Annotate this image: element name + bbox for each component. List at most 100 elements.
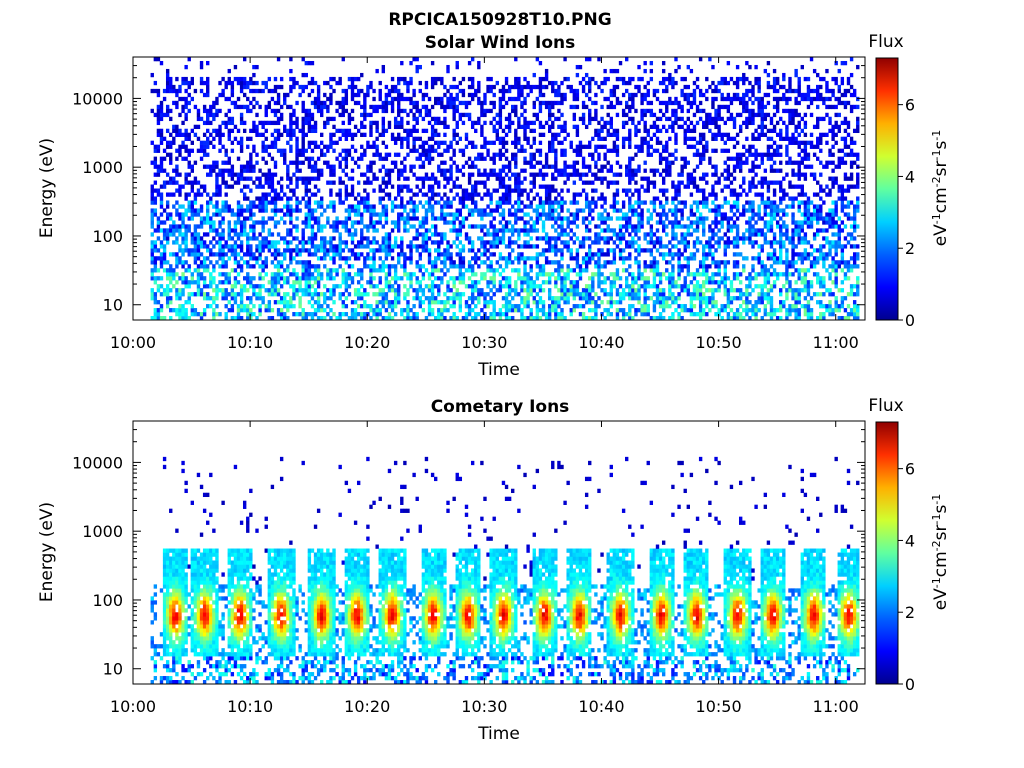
- heatmap-cell: [625, 164, 629, 169]
- heatmap-cell: [569, 88, 573, 94]
- heatmap-cell: [341, 300, 345, 305]
- heatmap-cell: [206, 128, 210, 134]
- heatmap-cell: [381, 244, 386, 249]
- heatmap-cell: [156, 132, 161, 137]
- heatmap-cell: [452, 76, 456, 82]
- heatmap-cell: [264, 260, 268, 265]
- heatmap-cell: [267, 288, 272, 293]
- heatmap-cell: [458, 296, 463, 301]
- heatmap-cell: [544, 72, 549, 78]
- heatmap-cell: [637, 268, 641, 273]
- heatmap-cell: [267, 216, 272, 221]
- heatmap-cell: [498, 200, 503, 205]
- heatmap-cell: [375, 128, 379, 134]
- heatmap-cell: [412, 200, 416, 205]
- heatmap-cell: [480, 128, 484, 134]
- heatmap-cell: [461, 188, 466, 193]
- heatmap-cell: [249, 248, 253, 253]
- heatmap-cell: [572, 112, 577, 118]
- heatmap-cell: [215, 312, 219, 317]
- heatmap-cell: [178, 216, 182, 221]
- heatmap-cell: [397, 152, 401, 157]
- heatmap-cell: [242, 57, 247, 62]
- heatmap-cell: [415, 136, 419, 141]
- heatmap-cell: [498, 112, 503, 118]
- heatmap-cell: [464, 192, 469, 197]
- heatmap-cell: [344, 216, 349, 221]
- heatmap-cell: [455, 140, 459, 145]
- heatmap-cell: [332, 164, 336, 169]
- heatmap-cell: [449, 188, 453, 193]
- heatmap-cell: [369, 132, 373, 137]
- heatmap-cell: [507, 276, 512, 281]
- heatmap-cell: [437, 276, 441, 281]
- heatmap-cell: [369, 128, 373, 134]
- heatmap-cell: [150, 224, 154, 229]
- heatmap-cell: [267, 172, 272, 177]
- heatmap-cell: [520, 104, 524, 110]
- heatmap-cell: [184, 88, 188, 94]
- heatmap-cell: [329, 292, 333, 297]
- heatmap-cell: [393, 164, 398, 169]
- heatmap-cell: [202, 108, 207, 114]
- heatmap-cell: [242, 224, 247, 229]
- heatmap-cell: [190, 252, 194, 257]
- heatmap-cell: [313, 100, 318, 106]
- heatmap-cell: [649, 232, 654, 237]
- heatmap-cell: [615, 76, 620, 82]
- heatmap-cell: [353, 228, 358, 233]
- heatmap-cell: [159, 308, 164, 313]
- heatmap-cell: [172, 252, 176, 257]
- heatmap-cell: [658, 300, 663, 305]
- heatmap-cell: [258, 252, 262, 257]
- heatmap-cell: [307, 204, 312, 209]
- heatmap-cell: [474, 224, 478, 229]
- heatmap-cell: [541, 100, 546, 106]
- heatmap-cell: [634, 128, 638, 134]
- heatmap-cell: [212, 268, 216, 273]
- heatmap-cell: [541, 172, 546, 177]
- heatmap-cell: [202, 104, 207, 110]
- heatmap-cell: [640, 100, 644, 106]
- heatmap-cell: [310, 60, 315, 66]
- heatmap-cell: [597, 216, 601, 221]
- heatmap-cell: [199, 156, 204, 161]
- heatmap-cell: [455, 276, 459, 281]
- heatmap-cell: [464, 112, 469, 118]
- heatmap-cell: [594, 108, 598, 114]
- heatmap-cell: [267, 304, 272, 309]
- heatmap-cell: [560, 228, 564, 233]
- heatmap-cell: [547, 212, 552, 217]
- heatmap-cell: [193, 280, 198, 285]
- heatmap-cell: [175, 132, 179, 137]
- heatmap-cell: [276, 96, 281, 102]
- heatmap-cell: [480, 144, 484, 149]
- heatmap-cell: [172, 168, 176, 173]
- heatmap-cell: [480, 260, 484, 265]
- heatmap-cell: [560, 232, 564, 237]
- heatmap-cell: [233, 220, 238, 225]
- heatmap-cell: [153, 256, 158, 261]
- heatmap-cell: [326, 160, 330, 165]
- heatmap-cell: [554, 276, 558, 281]
- heatmap-cell: [649, 180, 654, 185]
- heatmap-cell: [606, 260, 610, 265]
- heatmap-cell: [643, 84, 647, 90]
- heatmap-cell: [270, 156, 275, 161]
- heatmap-cell: [384, 152, 389, 157]
- heatmap-cell: [165, 104, 170, 110]
- heatmap-cell: [196, 288, 201, 293]
- heatmap-cell: [307, 248, 312, 253]
- heatmap-cell: [560, 256, 564, 261]
- heatmap-cell: [535, 148, 540, 153]
- heatmap-cell: [212, 236, 216, 241]
- heatmap-cell: [230, 212, 235, 217]
- heatmap-cell: [356, 240, 361, 245]
- heatmap-cell: [474, 252, 478, 257]
- heatmap-cell: [600, 272, 604, 277]
- heatmap-cell: [264, 204, 268, 209]
- heatmap-cell: [544, 256, 549, 261]
- heatmap-cell: [415, 244, 419, 249]
- heatmap-cell: [532, 224, 536, 229]
- heatmap-cell: [406, 152, 410, 157]
